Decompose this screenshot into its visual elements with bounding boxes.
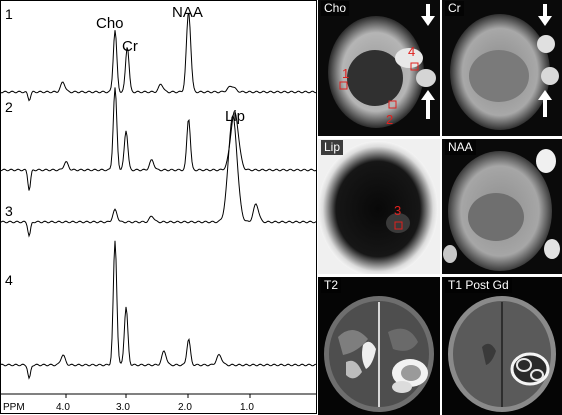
voxel-marker-4	[410, 62, 419, 71]
t1-post-gd-image-tile: T1 Post Gd	[442, 277, 562, 415]
t2-mri-image	[318, 277, 440, 415]
spectrum-number-3: 3	[5, 203, 13, 219]
t1-post-gd-image-label: T1 Post Gd	[445, 278, 512, 293]
naa-map-label: NAA	[445, 140, 476, 155]
spectrum-number-1: 1	[5, 6, 13, 22]
cho-map-tile: Cho 1 2 4	[318, 0, 440, 136]
peak-label-cho: Cho	[96, 15, 124, 32]
up-arrow-icon	[421, 90, 435, 119]
lip-map-tile: Lip 3	[318, 139, 440, 274]
marker-number-1: 1	[342, 66, 350, 81]
ppm-axis-unit: PPM	[3, 402, 25, 413]
naa-map-tile: NAA	[442, 139, 562, 274]
down-arrow-icon	[421, 4, 435, 26]
spectrum-number-4: 4	[5, 272, 13, 288]
spectrum-number-2: 2	[5, 99, 13, 115]
cho-map-image	[318, 0, 440, 136]
ppm-tick-3: 3.0	[116, 402, 130, 413]
lip-map-image	[318, 139, 440, 274]
spectrum-trace-2	[0, 87, 317, 191]
spectra-frame	[0, 0, 317, 414]
cr-map-label: Cr	[445, 1, 464, 16]
voxel-marker-2	[388, 100, 397, 109]
marker-number-2: 2	[386, 112, 394, 127]
t2-image-tile: T2	[318, 277, 440, 415]
up-arrow-icon	[538, 90, 552, 117]
spectrum-trace-4	[0, 240, 317, 380]
spectra-traces	[0, 12, 317, 380]
ppm-tick-2: 2.0	[178, 402, 192, 413]
marker-number-3: 3	[394, 203, 402, 218]
peak-label-lip: Lip	[225, 108, 245, 125]
peak-label-naa: NAA	[172, 4, 203, 21]
voxel-marker-3	[394, 221, 403, 230]
down-arrow-icon	[538, 4, 552, 26]
marker-number-4: 4	[408, 44, 416, 59]
spectrum-trace-1	[0, 12, 317, 102]
voxel-marker-1	[339, 81, 348, 90]
cr-map-image	[442, 0, 562, 136]
ppm-axis-ticks	[65, 394, 251, 398]
mrs-spectra-panel: 1 2 3 4 Cho Cr NAA Lip PPM 4.0 3.0 2.0 1…	[0, 0, 317, 414]
cho-map-label: Cho	[321, 1, 350, 16]
spectrum-trace-3	[0, 113, 317, 238]
t1-post-gd-mri-image	[442, 277, 562, 415]
naa-map-image	[442, 139, 562, 274]
peak-label-cr: Cr	[122, 38, 138, 55]
ppm-tick-1: 1.0	[240, 402, 254, 413]
lip-map-label: Lip	[321, 140, 344, 155]
t2-image-label: T2	[321, 278, 342, 293]
ppm-tick-4: 4.0	[56, 402, 70, 413]
cr-map-tile: Cr	[442, 0, 562, 136]
